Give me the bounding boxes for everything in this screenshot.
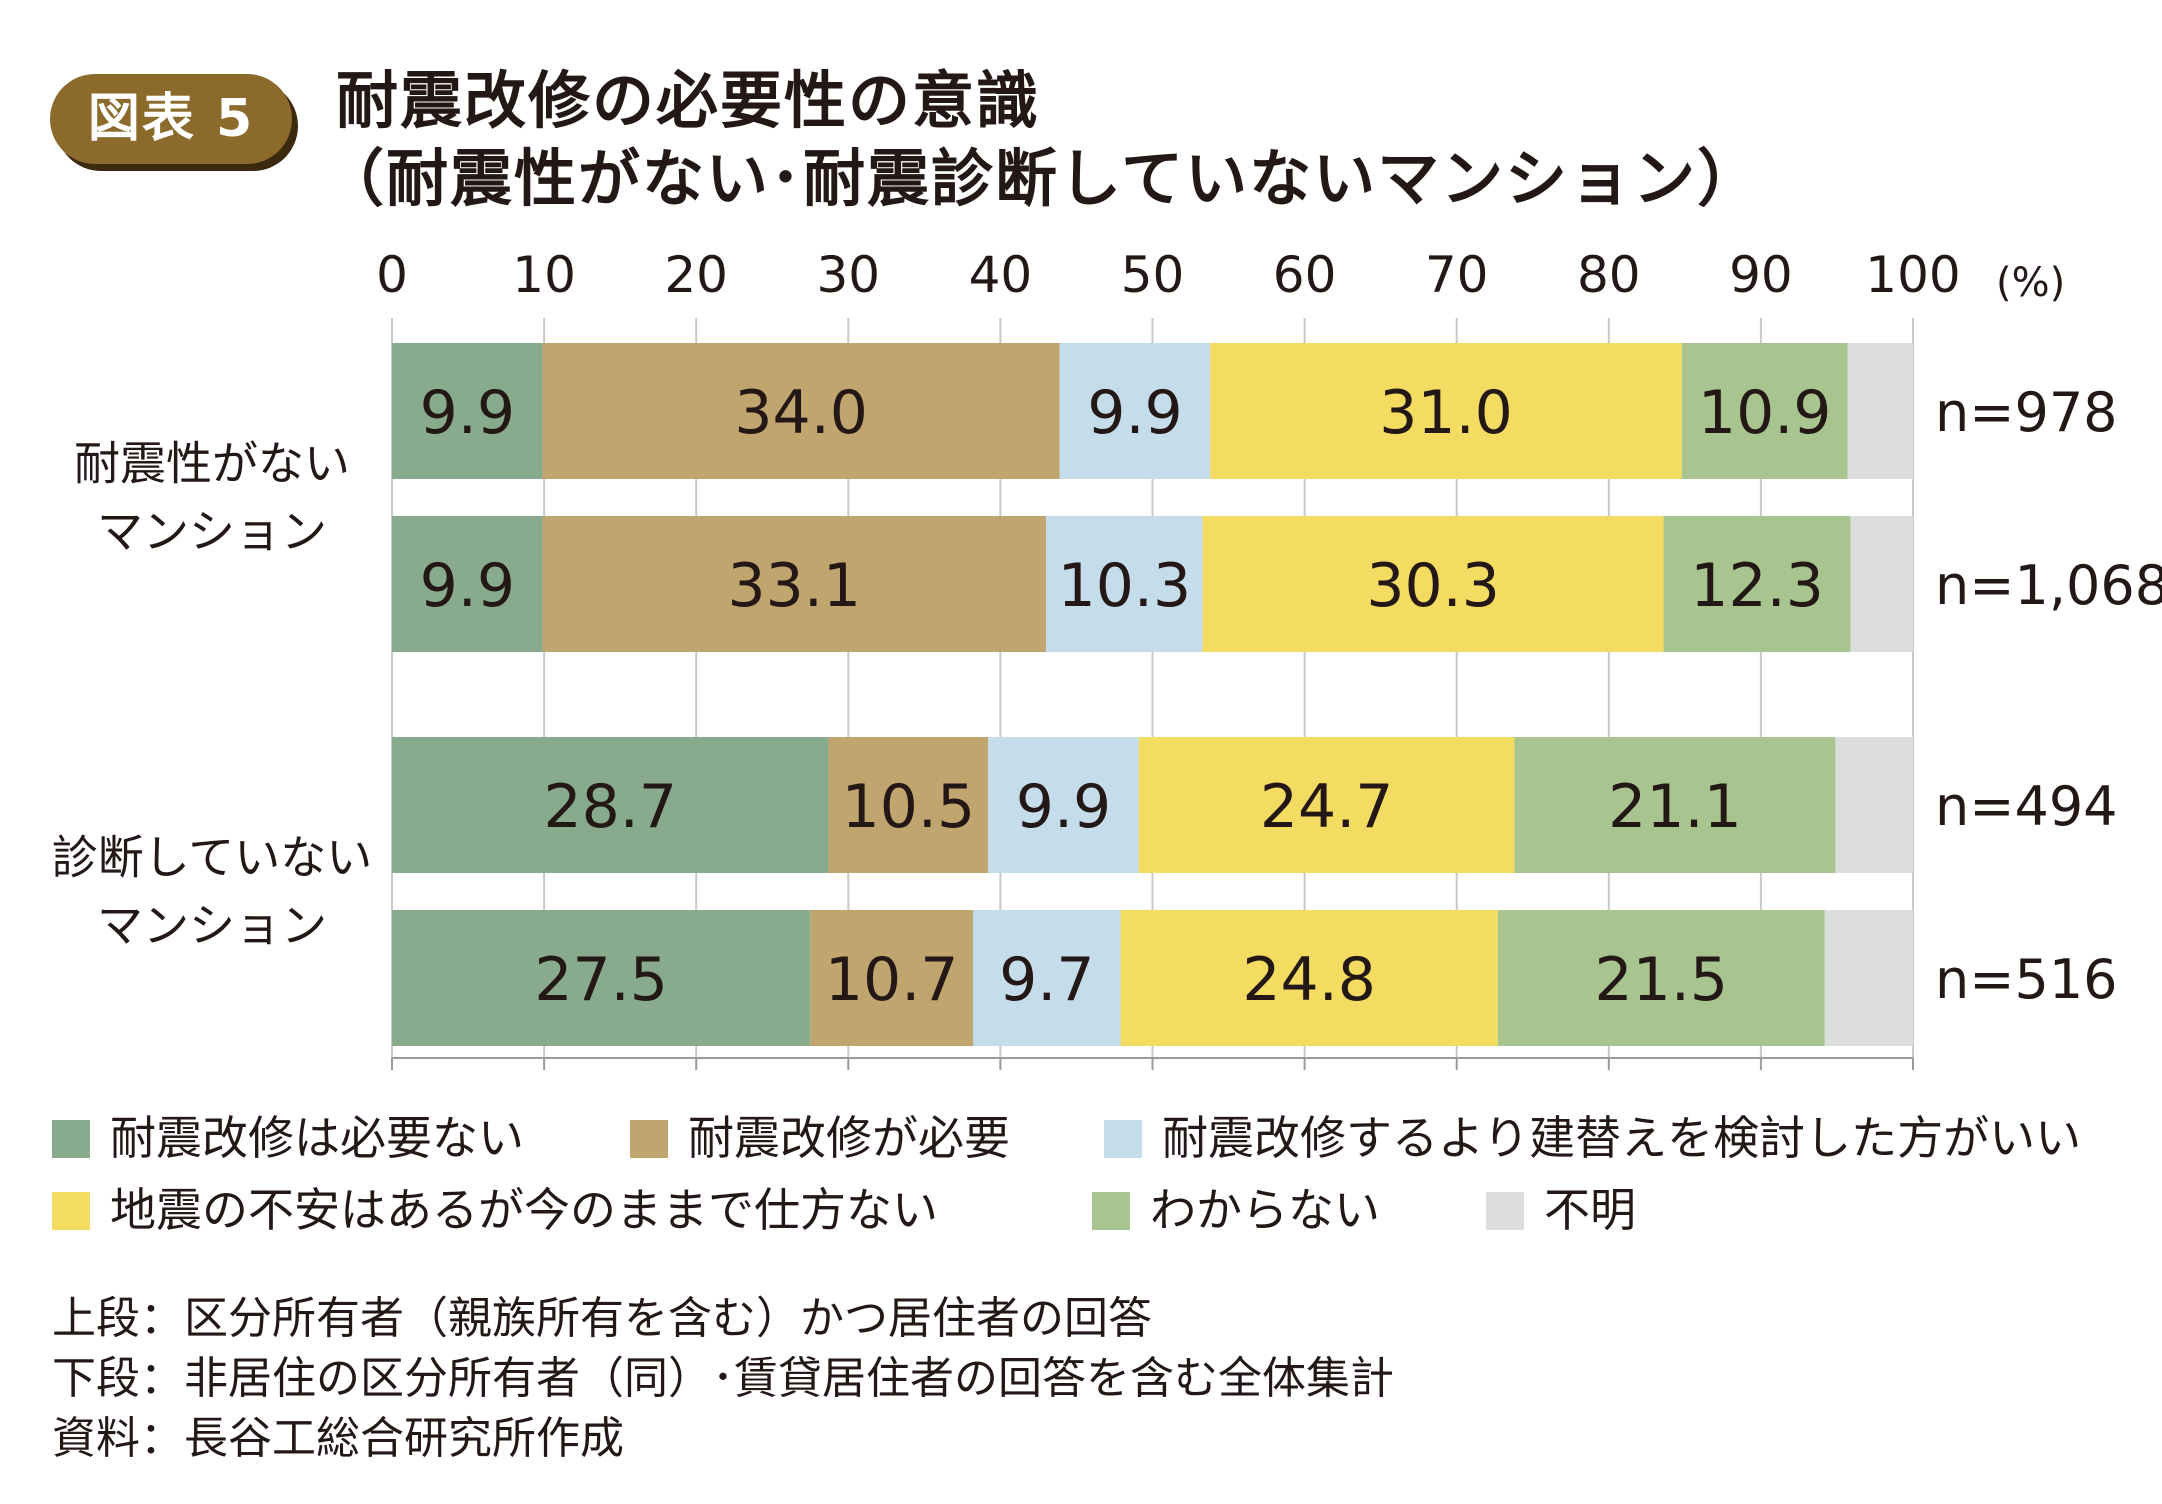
bar-segment [973, 910, 1121, 1046]
data-label: 9.9 [420, 378, 515, 448]
x-tick-label: 0 [376, 246, 408, 304]
group-label: マンション [97, 899, 327, 953]
legend-label: わからない [1150, 1183, 1380, 1237]
bar-segment [810, 910, 974, 1046]
legend-swatch [52, 1192, 90, 1230]
bar-segment [828, 737, 989, 873]
data-label: 9.9 [1087, 378, 1182, 448]
x-tick-label: 10 [512, 246, 576, 304]
bar-segment [1046, 516, 1203, 652]
bar-segment [1835, 737, 1913, 873]
bar-segment [1210, 343, 1682, 479]
legend-swatch [1104, 1120, 1142, 1158]
bar-segment [1681, 343, 1848, 479]
bar-segment [1202, 516, 1664, 652]
data-label: 27.5 [534, 945, 668, 1015]
data-label: 10.3 [1058, 551, 1192, 621]
x-tick-label: 40 [969, 246, 1033, 304]
group-label: 診断していない [52, 831, 373, 885]
data-label: 9.9 [1016, 772, 1111, 842]
group-label: 耐震性がない [74, 437, 350, 491]
x-axis-unit: (%) [1996, 260, 2065, 306]
bar-segment [392, 516, 543, 652]
x-tick-label: 60 [1273, 246, 1337, 304]
x-tick-label: 70 [1425, 246, 1489, 304]
bar-segment [1497, 910, 1825, 1046]
x-tick-label: 30 [816, 246, 880, 304]
data-label: 34.0 [734, 378, 868, 448]
data-label: 31.0 [1379, 378, 1513, 448]
data-label: 21.1 [1608, 772, 1742, 842]
data-label: 10.7 [825, 945, 959, 1015]
data-label: 24.7 [1260, 772, 1394, 842]
legend-label: 耐震改修するより建替えを検討した方がいい [1162, 1111, 2082, 1165]
legend-swatch [630, 1120, 668, 1158]
figure-badge-label: 図表 5 [87, 89, 255, 149]
data-label: 30.3 [1366, 551, 1500, 621]
sample-size-label: n=516 [1935, 948, 2118, 1011]
legend-label: 耐震改修は必要ない [110, 1111, 524, 1165]
data-label: 33.1 [728, 551, 862, 621]
x-tick-label: 100 [1865, 246, 1960, 304]
data-label: 21.5 [1594, 945, 1728, 1015]
sample-size-label: n=494 [1935, 775, 2118, 838]
bar-segment [1847, 343, 1913, 479]
legend-swatch [1092, 1192, 1130, 1230]
bar-segment [1663, 516, 1851, 652]
bar-segment [392, 737, 829, 873]
bar-segment [988, 737, 1139, 873]
legend-label: 地震の不安はあるが今のままで仕方ない [110, 1183, 938, 1237]
data-label: 9.9 [420, 551, 515, 621]
sample-size-label: n=1,068 [1935, 554, 2162, 617]
legend: 耐震改修は必要ない 耐震改修が必要 耐震改修するより建替えを検討した方がいい地震の不… [52, 1108, 2132, 1258]
legend-swatch [52, 1120, 90, 1158]
note-source: 資料：長谷工総合研究所作成 [52, 1413, 624, 1464]
data-label: 24.8 [1242, 945, 1376, 1015]
bar-segment [1059, 343, 1211, 479]
x-tick-label: 80 [1577, 246, 1641, 304]
chart-subtitle: （耐震性がない･耐震診断していないマンション） [322, 142, 1762, 215]
bar-segment [392, 343, 543, 479]
legend-label: 耐震改修が必要 [688, 1111, 1010, 1165]
data-label: 9.7 [999, 945, 1094, 1015]
x-tick-label: 20 [664, 246, 728, 304]
bar-segment [542, 343, 1060, 479]
chart-title: 耐震改修の必要性の意識 [336, 64, 1041, 137]
bar-segment [1850, 516, 1913, 652]
bar-segment [1138, 737, 1515, 873]
bar-segment [542, 516, 1047, 652]
bar-segment [1824, 910, 1913, 1046]
bar-segment [392, 910, 811, 1046]
data-label: 10.9 [1698, 378, 1832, 448]
data-label: 10.5 [842, 772, 976, 842]
bar-segment [1514, 737, 1836, 873]
legend-label: 不明 [1544, 1183, 1636, 1237]
legend-swatch [1486, 1192, 1524, 1230]
bar-segment [1120, 910, 1498, 1046]
x-tick-label: 90 [1729, 246, 1793, 304]
note-lower: 下段：非居住の区分所有者（同）･賃貸居住者の回答を含む全体集計 [52, 1353, 1394, 1404]
group-label: マンション [97, 505, 327, 559]
stacked-bar-chart: 0 10 20 30 40 50 60 70 80 90 100 (%) 9.9 34.0 9.9 31.0 1… [52, 246, 2162, 1070]
sample-size-label: n=978 [1935, 381, 2118, 444]
x-tick-label: 50 [1121, 246, 1185, 304]
note-upper: 上段：区分所有者（親族所有を含む）かつ居住者の回答 [52, 1293, 1152, 1344]
figure-badge: 図表 5 [50, 74, 292, 164]
data-label: 12.3 [1690, 551, 1824, 621]
data-label: 28.7 [543, 772, 677, 842]
